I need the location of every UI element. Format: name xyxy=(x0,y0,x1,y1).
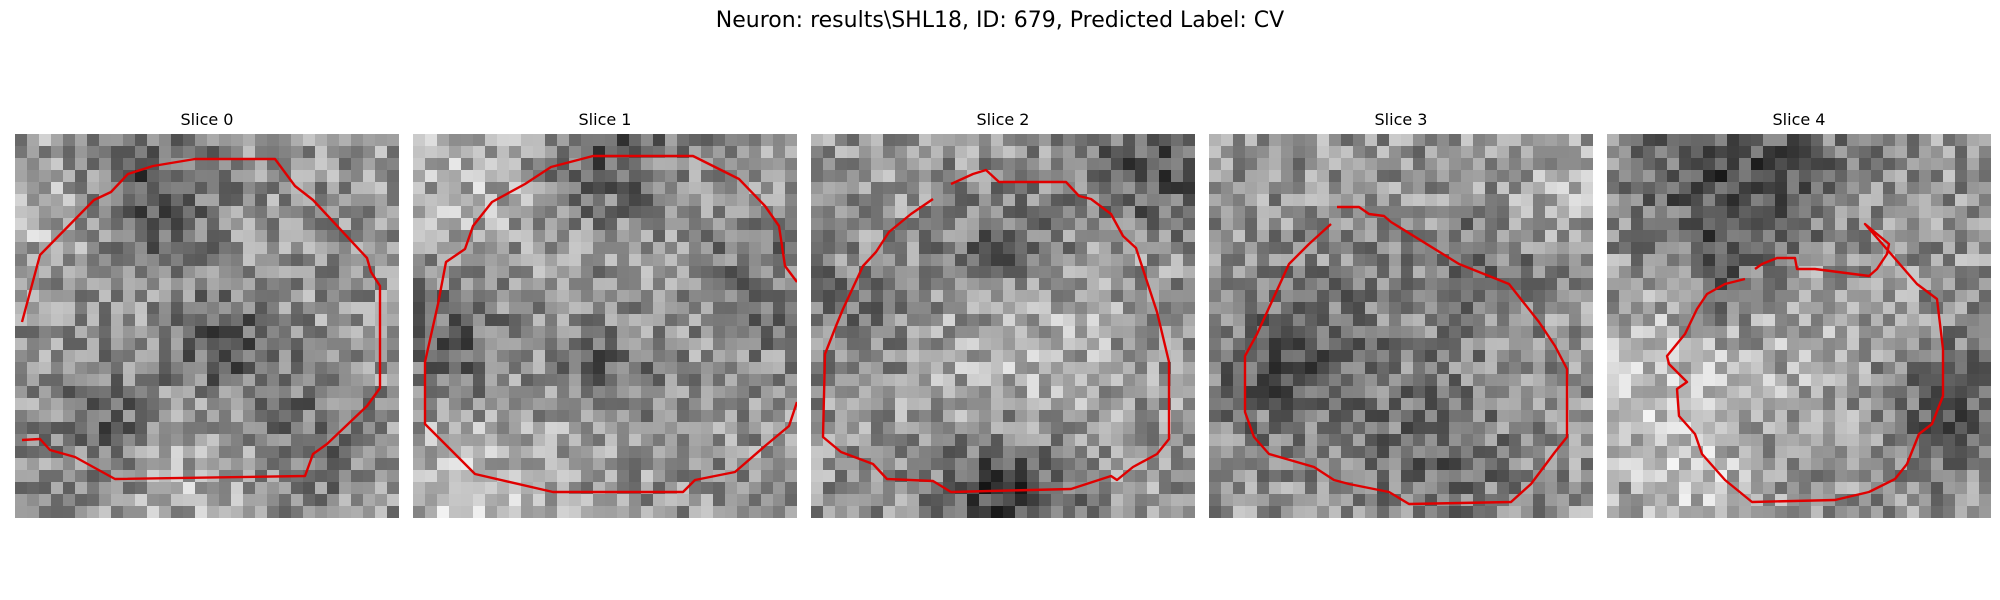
neuron-contour xyxy=(423,154,797,494)
slice-title: Slice 4 xyxy=(1772,110,1826,129)
slice-title: Slice 0 xyxy=(180,110,234,129)
slice-image-svg xyxy=(1607,134,1991,518)
slice-image-svg xyxy=(413,134,797,518)
slice-panel-0: Slice 0 xyxy=(15,110,399,518)
slice-image-svg xyxy=(15,134,399,518)
slice-image xyxy=(15,134,399,518)
slice-image xyxy=(1607,134,1991,518)
neuron-contour xyxy=(1665,222,1945,504)
slice-image xyxy=(413,134,797,518)
slice-image-svg xyxy=(811,134,1195,518)
neuron-contour xyxy=(1243,205,1569,506)
slice-panel-1: Slice 1 xyxy=(413,110,797,518)
slice-panel-4: Slice 4 xyxy=(1607,110,1991,518)
neuron-contour xyxy=(821,168,1171,494)
slice-panel-2: Slice 2 xyxy=(811,110,1195,518)
slice-image-svg xyxy=(1209,134,1593,518)
slice-title: Slice 2 xyxy=(976,110,1030,129)
slice-title: Slice 3 xyxy=(1374,110,1428,129)
slice-image xyxy=(1209,134,1593,518)
slice-title: Slice 1 xyxy=(578,110,632,129)
neuron-contour xyxy=(20,157,382,481)
figure-title: Neuron: results\SHL18, ID: 679, Predicte… xyxy=(715,8,1285,33)
slice-panel-3: Slice 3 xyxy=(1209,110,1593,518)
slice-image xyxy=(811,134,1195,518)
